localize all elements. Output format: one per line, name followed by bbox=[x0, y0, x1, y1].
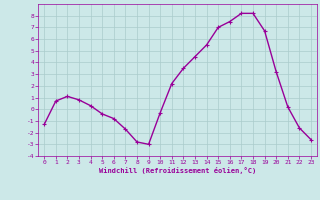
X-axis label: Windchill (Refroidissement éolien,°C): Windchill (Refroidissement éolien,°C) bbox=[99, 167, 256, 174]
